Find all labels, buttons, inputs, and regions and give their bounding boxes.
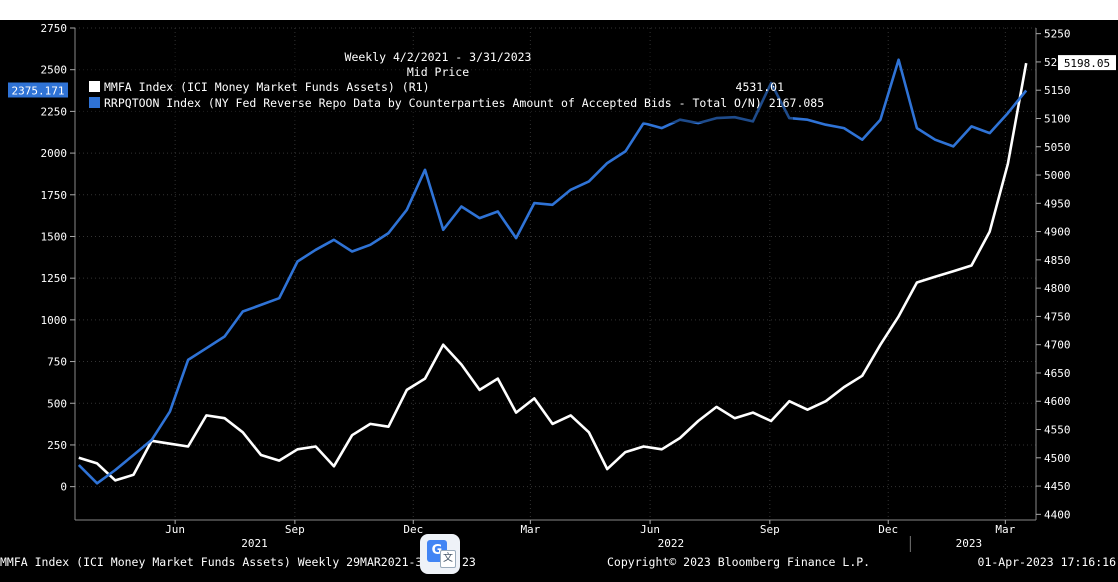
left-tick-label: 250 bbox=[47, 439, 67, 452]
left-tick-label: 500 bbox=[47, 397, 67, 410]
series-line-rrp bbox=[77, 58, 1028, 485]
x-tick-label: Mar bbox=[995, 523, 1015, 536]
left-tick-label: 2750 bbox=[41, 22, 68, 35]
x-year-label: 2023 bbox=[956, 537, 983, 550]
left-tick-label: 1750 bbox=[41, 189, 68, 202]
left-tick-label: 1250 bbox=[41, 272, 68, 285]
x-tick-label: Sep bbox=[285, 523, 305, 536]
footer-bar: MMFA Index (ICI Money Market Funds Asset… bbox=[0, 552, 1118, 574]
right-tick-label: 4950 bbox=[1044, 197, 1071, 210]
left-tick-label: 1500 bbox=[41, 230, 68, 243]
right-tick-label: 4850 bbox=[1044, 254, 1071, 267]
series-line-mmfa bbox=[78, 62, 1028, 482]
right-tick-label: 5250 bbox=[1044, 28, 1071, 41]
google-translate-button[interactable]: G 文 bbox=[420, 534, 460, 574]
x-tick-label: Mar bbox=[520, 523, 540, 536]
top-bar bbox=[0, 0, 1118, 20]
left-tick-label: 750 bbox=[47, 356, 67, 369]
x-tick-label: Sep bbox=[760, 523, 780, 536]
series-layer bbox=[77, 58, 1028, 485]
legend-box: Weekly 4/2/2021 - 3/31/2023 Mid Price MM… bbox=[78, 47, 824, 123]
x-tick-label: Dec bbox=[878, 523, 898, 536]
left-tick-label: 1000 bbox=[41, 314, 68, 327]
x-tick-label: Jun bbox=[165, 523, 185, 536]
left-tick-label: 2000 bbox=[41, 147, 68, 160]
right-tick-label: 5150 bbox=[1044, 84, 1071, 97]
x-tick-label: Jun bbox=[640, 523, 660, 536]
legend-swatch-mmfa bbox=[89, 81, 100, 92]
svg-text:2375.171: 2375.171 bbox=[12, 85, 65, 98]
dual-axis-line-chart: 0 250 500 750 1000 1250 1500 1750 2000 2250 2500 27… bbox=[0, 20, 1118, 552]
footer-security-info-tail: 23 bbox=[462, 555, 476, 569]
right-tick-label: 4600 bbox=[1044, 395, 1071, 408]
right-tick-label: 4900 bbox=[1044, 226, 1071, 239]
last-value-label-mmfa: 5198.05 bbox=[1058, 55, 1116, 71]
last-value-label-rrp: 2375.171 bbox=[8, 82, 68, 98]
right-tick-label: 4800 bbox=[1044, 282, 1071, 295]
translate-glyph-icon: 文 bbox=[440, 550, 456, 568]
legend-swatch-rrp bbox=[89, 97, 100, 108]
footer-copyright: Copyright© 2023 Bloomberg Finance L.P. bbox=[607, 555, 871, 569]
right-tick-label: 4400 bbox=[1044, 508, 1071, 521]
right-y-axis: 4400 4450 4500 4550 4600 4650 4700 4750 4800 4850… bbox=[1035, 28, 1071, 521]
right-tick-label: 4700 bbox=[1044, 339, 1071, 352]
grid-lines bbox=[75, 27, 1036, 520]
footer-security-info: MMFA Index (ICI Money Market Funds Asset… bbox=[0, 555, 423, 569]
legend-label-rrp: RRPQTOON Index (NY Fed Reverse Repo Data… bbox=[104, 96, 824, 110]
chart-title: Weekly 4/2/2021 - 3/31/2023 bbox=[345, 50, 532, 64]
x-axis: Jun Sep Dec Mar Jun Sep Dec Mar 2021 2022 2023 bbox=[75, 519, 1036, 552]
right-tick-label: 4550 bbox=[1044, 424, 1071, 437]
x-year-label: 2021 bbox=[241, 537, 268, 550]
left-tick-label: 2500 bbox=[41, 64, 68, 77]
right-tick-label: 4750 bbox=[1044, 310, 1071, 323]
left-tick-label: 2250 bbox=[41, 105, 68, 118]
x-tick-label: Dec bbox=[403, 523, 423, 536]
right-tick-label: 4450 bbox=[1044, 480, 1071, 493]
right-tick-label: 4650 bbox=[1044, 367, 1071, 380]
svg-text:5198.05: 5198.05 bbox=[1064, 57, 1110, 70]
right-tick-label: 5100 bbox=[1044, 112, 1071, 125]
legend-label-mmfa: MMFA Index (ICI Money Market Funds Asset… bbox=[104, 80, 430, 94]
x-year-label: 2022 bbox=[658, 537, 685, 550]
right-tick-label: 5050 bbox=[1044, 141, 1071, 154]
legend-value-mmfa: 4531.01 bbox=[736, 80, 785, 94]
right-tick-label: 4500 bbox=[1044, 452, 1071, 465]
chart-subtitle: Mid Price bbox=[407, 65, 469, 79]
right-tick-label: 5000 bbox=[1044, 169, 1071, 182]
footer-timestamp: 01-Apr-2023 17:16:16 bbox=[977, 555, 1116, 569]
left-tick-label: 0 bbox=[60, 481, 67, 494]
left-y-axis: 0 250 500 750 1000 1250 1500 1750 2000 2250 2500 27… bbox=[41, 22, 76, 520]
